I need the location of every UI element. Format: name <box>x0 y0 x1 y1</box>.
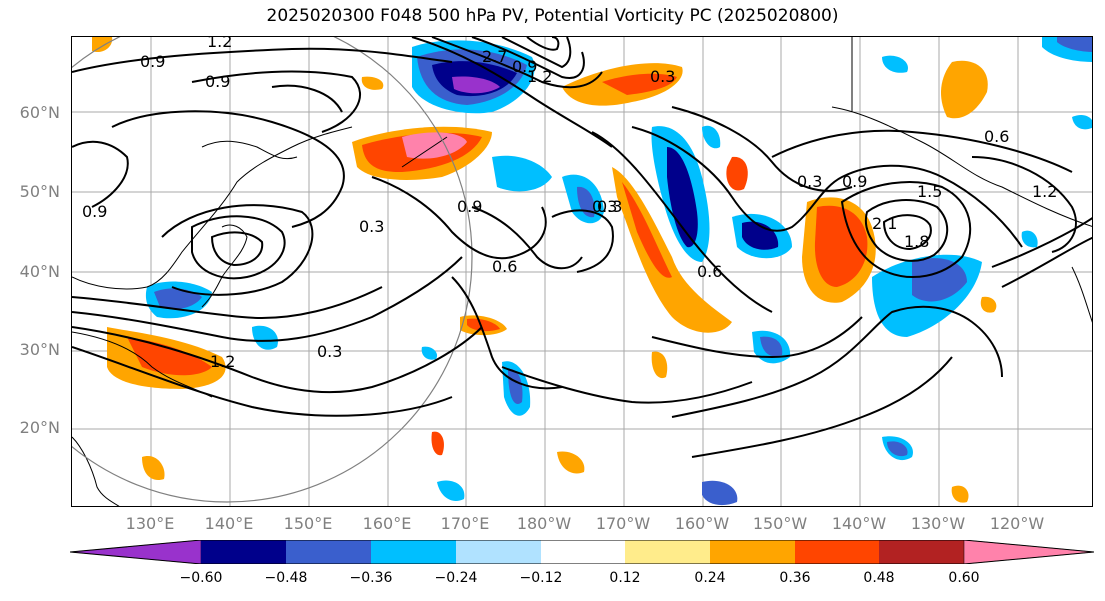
contour-label: 2.7 <box>482 47 507 66</box>
contour-label: 1.2 <box>210 352 235 371</box>
contour-label: 0.3 <box>797 172 822 191</box>
lon-label: 120°W <box>989 514 1045 533</box>
contour-label: 1.2 <box>1032 182 1057 201</box>
colorbar-tick: −0.12 <box>519 570 563 586</box>
map-panel: 1.2 0.9 0.9 1.2 2.7 0.3 0.3 0.6 0.9 0.3 … <box>71 36 1093 507</box>
contour-label: 0.9 <box>842 172 867 191</box>
contour-label: 0.3 <box>317 342 342 361</box>
contour-label: 0.9 <box>205 72 230 91</box>
lat-label-50n: 50°N <box>19 182 60 201</box>
lat-label-30n: 30°N <box>19 340 60 359</box>
chart-title: 2025020300 F048 500 hPa PV, Potential Vo… <box>266 6 839 26</box>
lat-label-20n: 20°N <box>19 418 60 437</box>
colorbar-tick: 0.24 <box>694 570 726 586</box>
colorbar-tick: −0.24 <box>434 570 478 586</box>
pv-contours <box>72 37 1092 458</box>
contour-label: 0.3 <box>359 217 384 236</box>
colorbar <box>70 540 1094 564</box>
colorbar-segment <box>70 540 202 564</box>
lon-label: 160°E <box>362 514 412 533</box>
colorbar-tick: 0.36 <box>779 570 811 586</box>
lon-label: 180°W <box>516 514 572 533</box>
contour-label: 0.3 <box>650 67 675 86</box>
lon-label: 170°E <box>440 514 490 533</box>
lon-label: 150°E <box>283 514 333 533</box>
contour-label: 0.9 <box>457 197 482 216</box>
colorbar-segment <box>879 540 964 564</box>
lat-label-40n: 40°N <box>19 262 60 281</box>
contour-label: 0.3 <box>597 197 622 216</box>
contour-label: 0.9 <box>140 52 165 71</box>
lon-label: 170°W <box>595 514 651 533</box>
colorbar-tick: 0.12 <box>609 570 641 586</box>
lon-label: 160°W <box>674 514 730 533</box>
contour-label: 1.5 <box>917 182 942 201</box>
contour-label: 1.2 <box>207 37 232 51</box>
colorbar-segment <box>541 540 625 564</box>
colorbar-segment <box>963 540 1094 564</box>
colorbar-tick: −0.60 <box>179 570 223 586</box>
contour-label: 0.3 <box>592 197 617 216</box>
contour-label: 0.6 <box>984 127 1009 146</box>
colorbar-segment <box>625 540 710 564</box>
contour-label: 0.9 <box>82 202 107 221</box>
colorbar-segment <box>286 540 371 564</box>
colorbar-tick: 0.48 <box>863 570 895 586</box>
colorbar-segment <box>371 540 456 564</box>
map-svg: 1.2 0.9 0.9 1.2 2.7 0.3 0.3 0.6 0.9 0.3 … <box>72 37 1092 506</box>
lon-label: 130°W <box>910 514 966 533</box>
lon-label: 130°E <box>125 514 175 533</box>
colorbar-tick: 0.60 <box>948 570 980 586</box>
colorbar-segment <box>456 540 541 564</box>
contour-labels: 1.2 0.9 0.9 1.2 2.7 0.3 0.3 0.6 0.9 0.3 … <box>82 37 1057 371</box>
contour-label: 2.1 <box>872 214 897 233</box>
colorbar-segment <box>201 540 286 564</box>
colorbar-segment <box>795 540 879 564</box>
lon-label: 140°E <box>204 514 254 533</box>
contour-label: 0.6 <box>492 257 517 276</box>
contour-label: 0.9 <box>512 57 537 76</box>
contour-label: 0.6 <box>697 262 722 281</box>
colorbar-segment <box>710 540 795 564</box>
lon-label: 150°W <box>752 514 808 533</box>
lon-label: 140°W <box>831 514 887 533</box>
lat-label-60n: 60°N <box>19 103 60 122</box>
contour-label: 1.8 <box>904 232 929 251</box>
colorbar-tick: −0.36 <box>349 570 393 586</box>
contour-label: 1.2 <box>527 67 552 86</box>
colorbar-tick: −0.48 <box>264 570 308 586</box>
range-ring <box>72 37 473 503</box>
